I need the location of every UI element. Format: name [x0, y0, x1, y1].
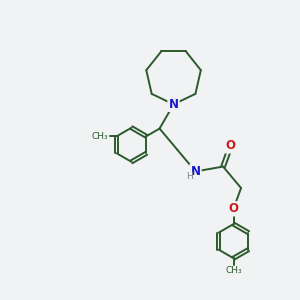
Text: O: O — [226, 139, 236, 152]
Text: O: O — [229, 202, 238, 215]
Text: N: N — [190, 165, 200, 178]
Text: N: N — [169, 98, 178, 111]
Text: CH₃: CH₃ — [225, 266, 242, 275]
Text: H: H — [186, 172, 192, 181]
Text: CH₃: CH₃ — [92, 132, 109, 141]
